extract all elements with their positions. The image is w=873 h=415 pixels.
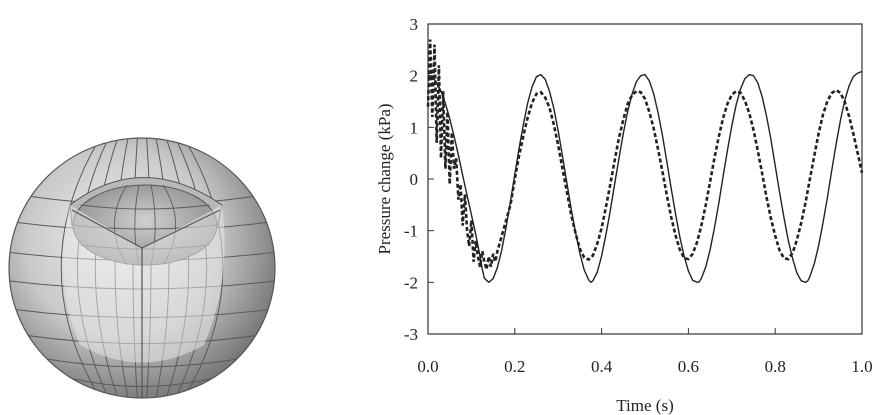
x-tick-label: 0.8 <box>765 357 786 376</box>
y-tick-label: 1 <box>410 118 419 137</box>
y-tick-label: 3 <box>410 15 419 34</box>
y-tick-label: -2 <box>404 273 418 292</box>
y-tick-label: -1 <box>404 222 418 241</box>
mesh-longitude-line <box>60 138 101 398</box>
y-tick-label: 0 <box>410 170 419 189</box>
y-axis-ticks: -3 -2 -1 0 1 2 3 <box>404 15 434 344</box>
plot-frame <box>427 23 863 335</box>
x-tick-label: 1.0 <box>851 357 872 376</box>
series-dashed-line <box>426 39 864 270</box>
x-tick-label: 0.0 <box>417 357 438 376</box>
series-solid-line <box>427 70 863 284</box>
y-tick-label: -3 <box>404 325 418 344</box>
y-axis-label: Pressure change (kPa) <box>375 103 394 254</box>
pressure-chart: -3 -2 -1 0 1 2 3 0.0 0.2 0.4 0.6 0.8 1.0 Time (s) P… <box>375 15 873 415</box>
wedge-edge-right <box>141 209 221 249</box>
sphere-mesh-illustration <box>8 137 276 399</box>
x-tick-label: 0.2 <box>504 357 525 376</box>
x-tick-label: 0.4 <box>591 357 613 376</box>
y-tick-label: 2 <box>410 67 419 86</box>
series-group <box>426 39 864 284</box>
x-axis-ticks: 0.0 0.2 0.4 0.6 0.8 1.0 <box>417 328 873 376</box>
x-axis-label: Time (s) <box>616 396 673 415</box>
wedge-edge-left <box>71 209 143 249</box>
x-tick-label: 0.6 <box>678 357 699 376</box>
front-wedge-face <box>62 205 225 363</box>
inner-latitude-line <box>80 204 210 210</box>
